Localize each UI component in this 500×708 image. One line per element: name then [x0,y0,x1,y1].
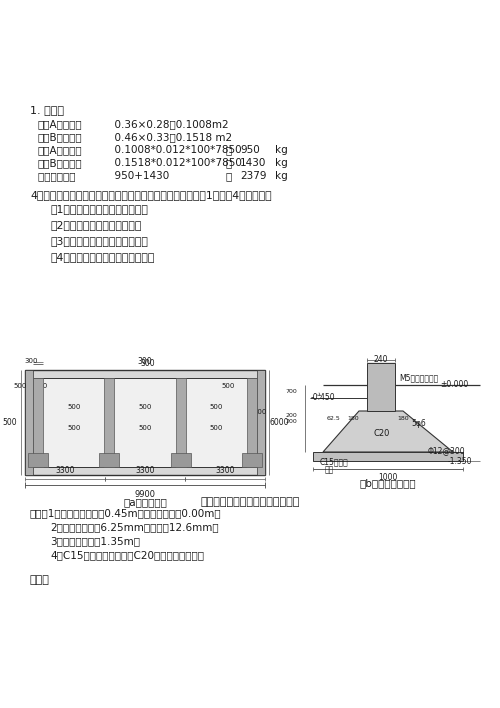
Text: 500: 500 [13,383,26,389]
Text: M5水泥砂浆砌砖: M5水泥砂浆砌砖 [399,373,438,382]
Text: （2）计算砖基本清单工程量。: （2）计算砖基本清单工程量。 [50,220,142,230]
Text: （a）基础平面: （a）基础平面 [123,497,167,507]
Text: 9900: 9900 [134,490,156,499]
Text: 500: 500 [210,426,223,431]
Text: 4．某三层砖混构造，其基本平面及断面图如下所示，计算（1）～（4）工程量：: 4．某三层砖混构造，其基本平面及断面图如下所示，计算（1）～（4）工程量： [30,190,272,200]
Text: ＝: ＝ [225,158,231,168]
Bar [170,453,190,467]
Text: 某三层砖混结构基础平面及断面图: 某三层砖混结构基础平面及断面图 [200,497,300,507]
Text: 1430: 1430 [240,158,266,168]
Bar [100,453,119,467]
Text: 垫层: 垫层 [325,465,334,474]
Bar [25,370,265,475]
Text: 钢板A的面积＝: 钢板A的面积＝ [38,119,82,129]
Bar [313,452,463,461]
Text: 62.5: 62.5 [327,416,341,421]
Bar [104,378,115,467]
Text: -1.350: -1.350 [448,457,472,466]
Text: 钢板B工程量＝: 钢板B工程量＝ [38,158,82,168]
Text: 950: 950 [240,145,260,155]
Text: 950+1430: 950+1430 [108,171,169,181]
Bar [247,378,257,467]
Text: 500: 500 [253,409,266,416]
Text: 500: 500 [222,383,234,389]
Bar [176,378,186,467]
Bar [25,370,33,475]
Text: 2379: 2379 [240,171,266,181]
Text: 0.1008*0.012*100*7850: 0.1008*0.012*100*7850 [108,145,242,155]
Text: 500: 500 [138,426,151,431]
Text: 3300: 3300 [215,466,235,475]
Text: （1）计算平整场地清单工程量。: （1）计算平整场地清单工程量。 [50,204,148,214]
Text: 700: 700 [285,389,297,394]
Text: 3300: 3300 [55,466,75,475]
Text: ＝: ＝ [225,145,231,155]
Text: 500: 500 [67,404,80,410]
Text: 300: 300 [140,359,154,368]
Text: 4．C15混凝土基本垫层；C20混凝土带形基本。: 4．C15混凝土基本垫层；C20混凝土带形基本。 [50,550,204,560]
Text: （b）基础配筋断面: （b）基础配筋断面 [359,478,416,488]
Text: 答案：: 答案： [30,575,50,585]
Text: 0.46×0.33＝0.1518 m2: 0.46×0.33＝0.1518 m2 [108,132,232,142]
Text: 合计工程量＝: 合计工程量＝ [38,171,82,181]
Bar [33,378,43,467]
Text: 2．砖基本放脚宽6.25mm，放脚高12.6mm。: 2．砖基本放脚宽6.25mm，放脚高12.6mm。 [50,522,218,532]
Text: （3）计算基本垫层清单工程量。: （3）计算基本垫层清单工程量。 [50,236,148,246]
Text: C20: C20 [373,430,390,438]
Bar [33,378,257,467]
Text: 0.36×0.28＝0.1008m2: 0.36×0.28＝0.1008m2 [108,119,228,129]
Text: 180: 180 [347,416,358,421]
Text: kg: kg [275,171,288,181]
Text: 1000: 1000 [378,473,398,482]
Text: 3．基本底标高一1.35m。: 3．基本底标高一1.35m。 [50,536,140,546]
Text: （4）计算挖地槽土方清单工程量。: （4）计算挖地槽土方清单工程量。 [50,252,154,262]
Bar [257,370,265,475]
Text: 1. 答案：: 1. 答案： [30,105,64,115]
Text: -0.450: -0.450 [311,393,336,402]
Polygon shape [323,411,453,452]
Text: Φ12@300: Φ12@300 [428,446,466,455]
Text: 0.1518*0.012*100*7850: 0.1518*0.012*100*7850 [108,158,242,168]
Text: ＝: ＝ [225,171,231,181]
Text: 阐明：1．室外地坪标高一0.45m，室内地坪标高0.00m。: 阐明：1．室外地坪标高一0.45m，室内地坪标高0.00m。 [30,508,222,518]
Text: 500: 500 [210,404,223,410]
Text: 240: 240 [35,383,48,389]
Text: 200
200: 200 200 [285,413,297,424]
Text: 500: 500 [2,418,18,427]
Bar [242,453,262,467]
Text: C15混凝土: C15混凝土 [320,457,349,466]
Text: 3300: 3300 [135,466,155,475]
Text: 6000: 6000 [269,418,289,427]
Text: 300: 300 [138,357,152,366]
Text: 钢板B的面积＝: 钢板B的面积＝ [38,132,82,142]
Bar [367,363,395,411]
Text: 钢板A工程量＝: 钢板A工程量＝ [38,145,82,155]
Text: 500: 500 [67,426,80,431]
Text: 240: 240 [374,355,388,364]
Text: 500: 500 [138,404,151,410]
Bar [28,453,48,467]
Text: kg: kg [275,158,288,168]
Text: 5φ6: 5φ6 [411,419,426,428]
Text: ±0.000: ±0.000 [440,380,468,389]
Text: 180: 180 [397,416,408,421]
Text: 300: 300 [24,358,38,364]
Text: kg: kg [275,145,288,155]
